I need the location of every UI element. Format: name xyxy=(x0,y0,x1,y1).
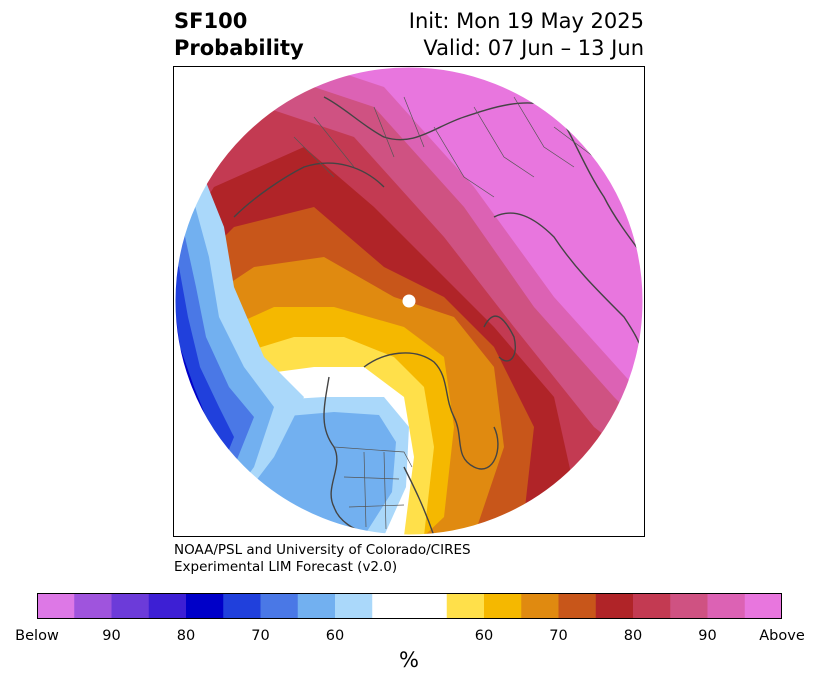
colorbar-tick-label: 60 xyxy=(474,628,494,644)
forecast-dates: Init: Mon 19 May 2025 Valid: 07 Jun – 13… xyxy=(409,8,644,62)
colorbar-cell xyxy=(37,593,75,619)
colorbar-tick-label: 60 xyxy=(325,628,345,644)
probability-colorbar xyxy=(37,593,782,619)
credits: NOAA/PSL and University of Colorado/CIRE… xyxy=(174,542,471,576)
colorbar-cell xyxy=(186,593,224,619)
colorbar-cell xyxy=(372,593,448,619)
colorbar-cell xyxy=(633,593,671,619)
colorbar-cell xyxy=(148,593,187,619)
title-line-2: Probability xyxy=(174,36,304,60)
colorbar-tick-label: Below xyxy=(15,628,59,644)
colorbar-tick-label: 80 xyxy=(623,628,643,644)
colorbar-tick-label: Above xyxy=(759,628,805,644)
colorbar-tick-label: 90 xyxy=(698,628,717,644)
colorbar-cell xyxy=(744,593,782,619)
colorbar-cell xyxy=(223,593,261,619)
init-date: Init: Mon 19 May 2025 xyxy=(408,9,644,33)
colorbar-cell xyxy=(260,593,299,619)
colorbar-tick-label: 80 xyxy=(176,628,196,644)
credits-line-2: Experimental LIM Forecast (v2.0) xyxy=(174,559,398,575)
north-pole-marker xyxy=(402,294,416,308)
colorbar-cell xyxy=(484,593,522,619)
colorbar-cell xyxy=(558,593,597,619)
colorbar-cell xyxy=(670,593,708,619)
colorbar-tick-label: 70 xyxy=(549,628,568,644)
valid-range: Valid: 07 Jun – 13 Jun xyxy=(423,36,644,60)
colorbar-cell xyxy=(335,593,373,619)
country-borders xyxy=(293,96,595,530)
map-title: SF100 Probability xyxy=(174,8,304,62)
colorbar-cell xyxy=(111,593,150,619)
colorbar-tick-label: 70 xyxy=(251,628,270,644)
title-line-1: SF100 xyxy=(174,9,248,33)
colorbar-cell xyxy=(74,593,112,619)
credits-line-1: NOAA/PSL and University of Colorado/CIRE… xyxy=(174,542,471,558)
colorbar-units: % xyxy=(399,648,419,672)
colorbar-cell xyxy=(446,593,485,619)
coastlines xyxy=(233,96,643,535)
colorbar-cell xyxy=(297,593,336,619)
colorbar-tick-label: 90 xyxy=(102,628,121,644)
colorbar-cell xyxy=(595,593,634,619)
colorbar-cell xyxy=(707,593,746,619)
colorbar-cell xyxy=(521,593,559,619)
forecast-map xyxy=(173,66,645,537)
